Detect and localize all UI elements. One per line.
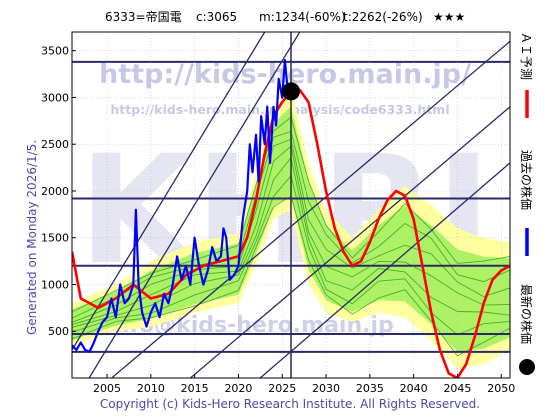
trend-diagonal: [88, 32, 301, 378]
y-tick-label: 3000: [41, 91, 69, 104]
trend-diagonal: [259, 162, 510, 378]
x-tick-label: 2040: [400, 382, 428, 395]
y-tick-label: 1500: [41, 232, 69, 245]
legend: ＡＩ予測 過去の株価 最新の株価: [519, 32, 535, 375]
legend-ai-label: ＡＩ予測: [519, 32, 533, 80]
y-tick-label: 1000: [41, 278, 69, 291]
x-tick-label: 2005: [93, 382, 121, 395]
chart-header: 6333=帝国電 c:3065 m:1234(-60%) t:2262(-26%…: [105, 9, 465, 24]
target-price: t:2262(-26%): [343, 10, 423, 24]
x-tick-label: 2050: [487, 382, 515, 395]
legend-past-label: 過去の株価: [519, 150, 534, 210]
stock-code-title: 6333=帝国電: [105, 9, 182, 24]
axis-ticks: 2005 2010 2015 2020 2025 2030 2035 2040 2045 2050…: [41, 45, 515, 395]
x-tick-label: 2030: [312, 382, 340, 395]
series-layer: [72, 32, 510, 378]
legend-latest-label: 最新の株価: [519, 284, 534, 344]
y-tick-label: 500: [48, 325, 69, 338]
band-sim-line: [72, 116, 510, 313]
min-price: m:1234(-60%): [259, 10, 346, 24]
x-tick-label: 2045: [443, 382, 471, 395]
x-tick-label: 2025: [268, 382, 296, 395]
plot-frame: [71, 31, 511, 379]
past-price-line: [72, 58, 292, 353]
trend-diagonal: [72, 32, 266, 351]
band-sim-line: [72, 174, 510, 336]
x-tick-label: 2020: [224, 382, 252, 395]
band-sim-line: [72, 195, 510, 357]
x-tick-label: 2015: [181, 382, 209, 395]
trend-diagonal: [110, 40, 510, 378]
prediction-band: [72, 88, 510, 369]
y-tick-label: 2000: [41, 185, 69, 198]
generated-date-label: Generated on Monday 2026/1/5.: [25, 140, 39, 335]
rating-stars: ★★★: [433, 10, 465, 24]
x-tick-label: 2010: [137, 382, 165, 395]
y-tick-label: 3500: [41, 45, 69, 58]
legend-latest-marker: [519, 359, 535, 375]
y-tick-label: 2500: [41, 138, 69, 151]
trend-diagonal: [189, 106, 510, 378]
band-sim-line: [72, 156, 510, 328]
current-price: c:3065: [196, 10, 237, 24]
x-tick-label: 2035: [356, 382, 384, 395]
copyright-footer: Copyright (c) Kids-Hero Research Institu…: [100, 397, 480, 411]
latest-price-marker: [282, 82, 300, 101]
